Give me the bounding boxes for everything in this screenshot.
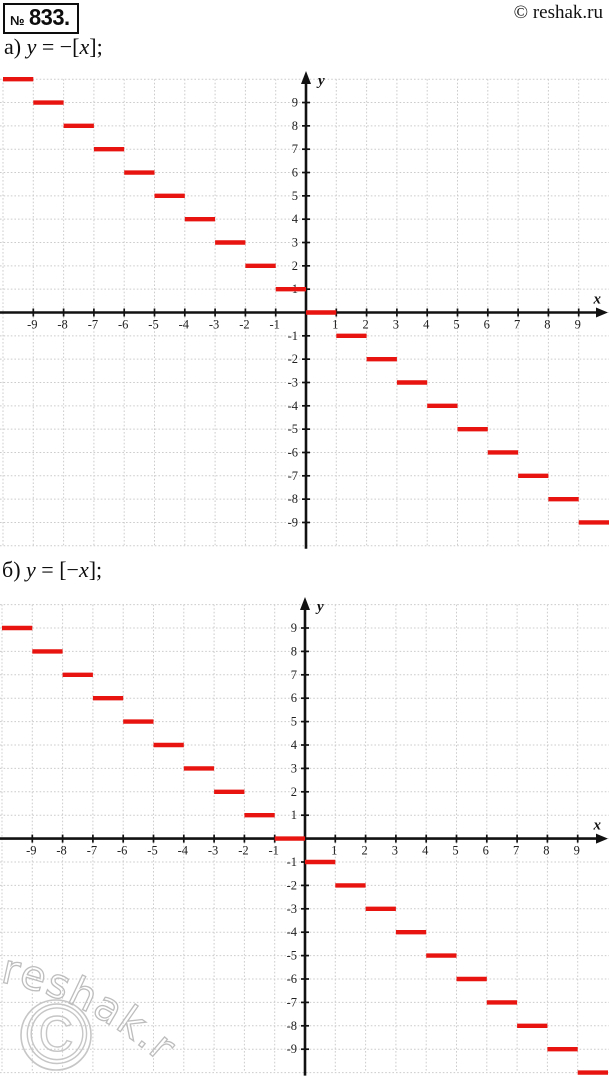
x-tick-label: -5	[148, 318, 158, 332]
y-axis-label: y	[315, 599, 324, 615]
y-tick-label: -5	[288, 422, 298, 436]
y-tick-label: -8	[287, 1019, 297, 1033]
x-tick-label: -9	[27, 318, 37, 332]
graph-a-step-plot: -9 -8 -7 -6 -5 -4 -3 -2 -1 1 2 3 4 5 6 7 8 9 -9 -8 -7 -6 -5 -4 -…	[0, 71, 609, 549]
section-a-var-y: y	[26, 34, 37, 59]
y-tick-label: 5	[291, 715, 297, 729]
x-tick-label: -1	[269, 318, 279, 332]
x-tick-label: 3	[392, 844, 398, 858]
x-tick-label: -5	[147, 844, 157, 858]
section-b-prefix: б)	[2, 557, 27, 582]
section-a-operator: = −[	[36, 34, 80, 59]
x-tick-label: 5	[452, 844, 458, 858]
x-tick-label: 2	[362, 318, 368, 332]
section-b-var-y: y	[26, 557, 36, 582]
x-tick-label: -2	[238, 844, 248, 858]
y-tick-label: 9	[292, 96, 298, 110]
y-tick-label: 6	[292, 166, 298, 180]
y-tick-label: -3	[288, 375, 298, 389]
y-tick-label: 6	[291, 691, 297, 705]
y-tick-label: -4	[288, 399, 299, 413]
y-tick-label: -2	[288, 352, 298, 366]
x-tick-label: -4	[179, 318, 190, 332]
x-tick-label: 1	[332, 318, 338, 332]
x-tick-label: 8	[544, 318, 550, 332]
problem-number: 833.	[28, 4, 70, 30]
x-tick-label: 5	[453, 318, 459, 332]
y-tick-label: -3	[287, 902, 297, 916]
x-tick-label: 7	[514, 318, 520, 332]
x-tick-label: -6	[118, 318, 128, 332]
y-axis-arrow	[300, 597, 310, 610]
x-tick-label: -8	[56, 844, 66, 858]
x-tick-label: -7	[88, 318, 98, 332]
section-b-var-x: x	[78, 557, 89, 582]
graph-b-step-plot: -9 -8 -7 -6 -5 -4 -3 -2 -1 1 2 3 4 5 6 7 8 9 -9 -8 -7 -6 -5 -4 -…	[0, 597, 609, 1076]
x-tick-label: 8	[543, 844, 549, 858]
x-tick-label: -9	[26, 844, 36, 858]
section-a-equation: а) y = −[x];	[4, 34, 103, 60]
y-tick-label: 9	[291, 621, 297, 635]
y-tick-label: -4	[287, 925, 298, 939]
section-b-equation: б) y = [−x];	[2, 557, 102, 583]
y-tick-label: -5	[287, 949, 297, 963]
y-tick-label: -6	[288, 445, 298, 459]
x-tick-label: -3	[208, 844, 218, 858]
section-a-prefix: а)	[4, 34, 27, 59]
y-tick-label: 4	[292, 212, 299, 226]
x-tick-label: 6	[483, 844, 489, 858]
y-tick-label: 8	[291, 644, 297, 658]
x-tick-label: 9	[574, 844, 580, 858]
x-tick-label: 6	[484, 318, 490, 332]
x-tick-label: 1	[331, 844, 337, 858]
y-tick-label: 2	[292, 259, 298, 273]
x-tick-label: -1	[268, 844, 278, 858]
x-axis-label: x	[593, 818, 602, 834]
site-credit: © reshak.ru	[513, 2, 603, 23]
y-tick-label: -1	[288, 329, 298, 343]
x-axis-arrow	[596, 307, 608, 318]
section-a-var-x: x	[79, 34, 90, 59]
y-tick-label: 7	[291, 668, 297, 682]
problem-number-box: № 833.	[3, 3, 80, 34]
y-tick-label: -2	[287, 878, 297, 892]
x-axis-label: x	[593, 292, 602, 308]
y-tick-label: 1	[291, 808, 297, 822]
x-tick-label: 4	[422, 844, 429, 858]
y-axis-label: y	[316, 73, 325, 89]
y-tick-label: -7	[288, 469, 298, 483]
x-tick-label: -8	[57, 318, 67, 332]
problem-number-sign: №	[10, 13, 25, 28]
y-axis-arrow	[301, 71, 311, 84]
x-tick-label: 7	[513, 844, 519, 858]
x-tick-label: 2	[361, 844, 367, 858]
y-tick-label: -8	[288, 492, 298, 506]
y-tick-label: 2	[291, 785, 297, 799]
section-b-suffix: ];	[88, 557, 103, 582]
x-tick-label: 4	[423, 318, 430, 332]
y-tick-label: 3	[291, 761, 297, 775]
y-tick-label: 7	[292, 142, 298, 156]
x-tick-label: 3	[393, 318, 399, 332]
x-tick-label: -2	[239, 318, 249, 332]
y-tick-label: 5	[292, 189, 298, 203]
y-tick-label: -7	[287, 995, 297, 1009]
x-tick-label: -4	[178, 844, 189, 858]
x-tick-label: 9	[575, 318, 581, 332]
y-tick-label: 8	[292, 119, 298, 133]
x-axis-arrow	[596, 833, 608, 844]
x-tick-label: -3	[209, 318, 219, 332]
y-tick-label: 4	[291, 738, 298, 752]
section-a-suffix: ];	[89, 34, 103, 59]
y-tick-label: -9	[287, 1042, 297, 1056]
y-tick-label: -1	[287, 855, 297, 869]
x-tick-label: -7	[87, 844, 97, 858]
section-b-operator: = [−	[35, 557, 79, 582]
y-tick-label: -9	[288, 515, 298, 529]
y-tick-label: 3	[292, 236, 298, 250]
y-tick-label: -6	[287, 972, 297, 986]
x-tick-label: -6	[117, 844, 127, 858]
